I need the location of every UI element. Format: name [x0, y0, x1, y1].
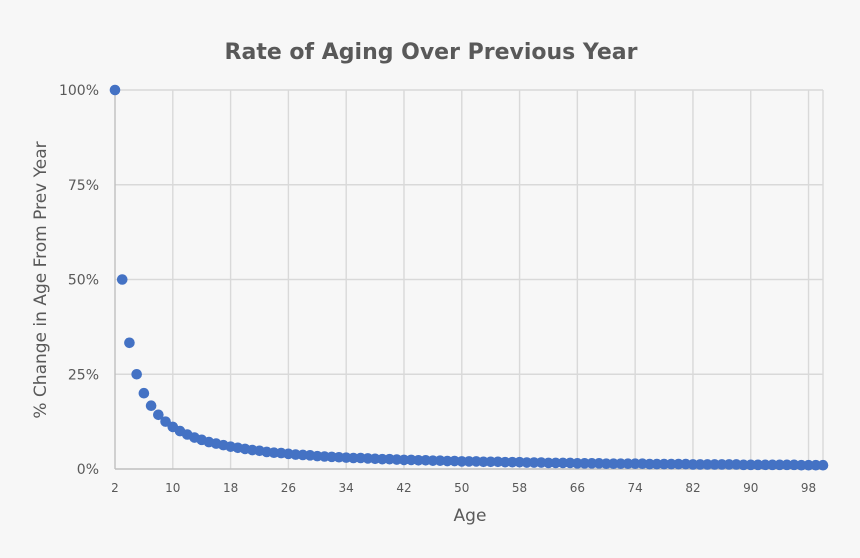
y-tick-label: 25%	[68, 367, 99, 383]
y-tick-label: 75%	[68, 178, 99, 194]
y-tick-label: 100%	[59, 83, 99, 99]
data-point	[124, 337, 135, 349]
data-point	[116, 274, 128, 285]
x-tick-label: 10	[165, 481, 180, 495]
x-tick-label: 2	[111, 481, 119, 495]
chart-title: Rate of Aging Over Previous Year	[225, 40, 638, 65]
x-tick-label: 26	[281, 481, 296, 495]
y-tick-label: 50%	[68, 273, 99, 289]
x-tick-label: 42	[396, 481, 411, 495]
data-point	[138, 387, 150, 399]
x-tick-label: 50	[454, 481, 469, 495]
x-axis-title: Age	[454, 506, 487, 526]
x-tick-label: 34	[339, 481, 354, 495]
x-tick-label: 66	[570, 481, 585, 495]
data-points	[109, 84, 829, 471]
tick-labels: 2 10 18 26 34 42 50 58 66 74 82 90 98 0% 25% 50% 75% 100%	[59, 83, 816, 495]
y-tick-label: 0%	[77, 462, 99, 478]
x-tick-label: 74	[628, 481, 643, 495]
gridlines	[114, 89, 824, 470]
data-point	[145, 400, 157, 412]
data-point	[109, 84, 121, 96]
data-point	[131, 368, 142, 380]
data-point	[153, 409, 164, 421]
x-tick-label: 98	[801, 481, 816, 495]
x-tick-label: 82	[685, 481, 700, 495]
y-axis-title: % Change in Age From Prev Year	[31, 141, 51, 418]
x-tick-label: 58	[512, 481, 527, 495]
x-tick-label: 90	[743, 481, 758, 495]
x-tick-label: 18	[223, 481, 238, 495]
data-point	[817, 459, 829, 471]
